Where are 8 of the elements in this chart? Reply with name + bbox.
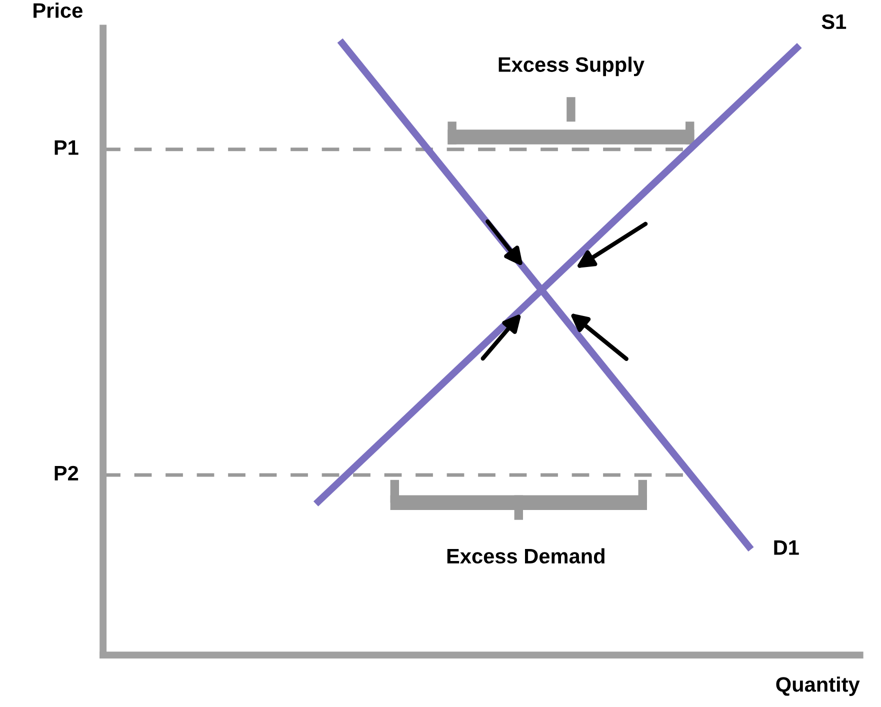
annotation: Excess Supply	[498, 56, 644, 76]
ref-line-label: P2	[54, 466, 78, 480]
series-label: S1	[822, 14, 846, 30]
annotation: Excess Demand	[447, 548, 604, 564]
series-label: D1	[774, 540, 799, 555]
y-axis-title: Price	[34, 2, 82, 18]
x-axis-title: Quantity	[776, 676, 860, 696]
ref-line-label: P1	[54, 140, 78, 155]
